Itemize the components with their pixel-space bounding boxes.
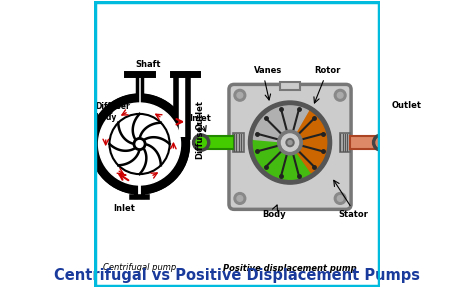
Text: Outlet: Outlet — [392, 101, 422, 110]
Circle shape — [337, 196, 343, 201]
Circle shape — [286, 139, 294, 147]
FancyBboxPatch shape — [233, 133, 244, 152]
Circle shape — [136, 141, 143, 147]
Circle shape — [278, 130, 302, 155]
FancyBboxPatch shape — [137, 74, 142, 108]
Wedge shape — [254, 106, 309, 143]
FancyBboxPatch shape — [201, 136, 234, 149]
Circle shape — [90, 94, 189, 194]
FancyBboxPatch shape — [350, 136, 382, 149]
Circle shape — [192, 134, 210, 151]
Text: Inlet: Inlet — [113, 204, 135, 213]
Circle shape — [196, 137, 206, 148]
Text: Shaft: Shaft — [136, 60, 161, 69]
Text: Centrifugal pump: Centrifugal pump — [103, 263, 176, 272]
Circle shape — [237, 196, 243, 201]
Text: Rotor: Rotor — [314, 66, 340, 75]
Text: Inlet: Inlet — [189, 113, 210, 122]
FancyBboxPatch shape — [280, 82, 300, 90]
Circle shape — [337, 92, 343, 98]
FancyBboxPatch shape — [229, 84, 351, 209]
Text: Stator: Stator — [338, 210, 368, 219]
Wedge shape — [290, 111, 327, 173]
Text: Body: Body — [263, 210, 286, 219]
Circle shape — [99, 103, 181, 185]
Wedge shape — [253, 139, 311, 179]
Circle shape — [237, 92, 243, 98]
Text: Centrifugal vs Positive Displacement Pumps: Centrifugal vs Positive Displacement Pum… — [54, 268, 420, 283]
FancyBboxPatch shape — [340, 133, 350, 152]
Circle shape — [248, 101, 332, 184]
Text: Diffuser: Diffuser — [195, 120, 204, 159]
Text: Vanes: Vanes — [255, 66, 283, 75]
Circle shape — [96, 101, 183, 187]
Text: Outlet: Outlet — [195, 100, 204, 130]
Circle shape — [288, 141, 292, 145]
Circle shape — [234, 90, 246, 101]
FancyBboxPatch shape — [176, 77, 188, 137]
Circle shape — [282, 134, 299, 151]
Circle shape — [376, 137, 386, 148]
Text: Positive displacement pump: Positive displacement pump — [223, 264, 357, 273]
FancyBboxPatch shape — [136, 182, 143, 197]
Circle shape — [373, 134, 390, 151]
Circle shape — [335, 90, 346, 101]
Circle shape — [234, 193, 246, 204]
Circle shape — [133, 138, 146, 150]
Text: Diffuser
body: Diffuser body — [95, 102, 130, 122]
Circle shape — [335, 193, 346, 204]
